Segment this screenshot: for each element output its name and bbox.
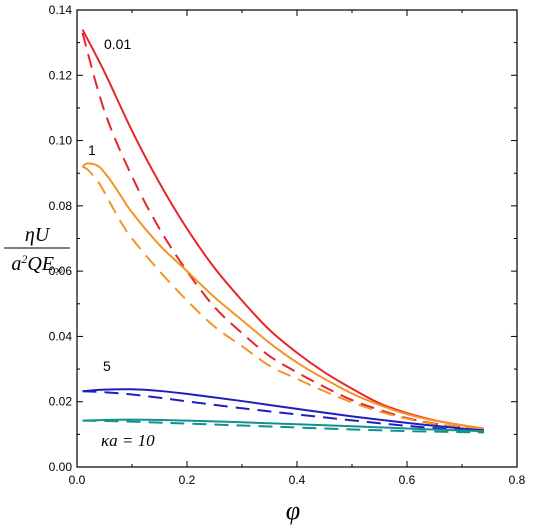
x-tick-label: 0.0 [69,473,86,487]
y-tick-label: 0.06 [49,264,73,278]
y-tick-label: 0.12 [49,68,73,82]
y-tick-label: 0.08 [49,199,73,213]
y-label-numerator: ηU [25,224,51,246]
y-label-denominator: a2QE∞ [11,252,63,277]
x-tick-label: 0.8 [509,473,526,487]
plot-frame [76,9,518,468]
y-tick-label: 0.04 [49,329,73,343]
y-tick-label: 0.14 [49,3,73,17]
series-line-ka-001-solid [81,29,485,430]
series-line-ka-5-dashed [82,390,485,433]
series-line-ka-5-solid [82,388,485,432]
series-line-ka-10-dashed [82,419,485,434]
annotation-ka-1: 1 [88,142,96,158]
series-line-ka-1-solid [81,162,485,430]
x-tick-label: 0.2 [179,473,196,487]
series-line-ka-001-dashed [81,32,485,431]
y-tick-label: 0.02 [49,395,73,409]
axis-ticks: 0.00 0.02 0.04 0.06 0.08 0.10 0.12 0.14 0.0 0.2 0.… [49,3,526,487]
x-axis-label: φ [286,496,300,525]
series-line-ka-10-solid [82,418,485,433]
x-tick-label: 0.6 [399,473,416,487]
series-layer [81,29,485,434]
series-line-ka-1-dashed [81,165,485,431]
y-tick-label: 0.00 [49,460,73,474]
y-tick-label: 0.10 [49,134,73,148]
y-axis-label: ηU a2QE∞ [4,224,70,277]
annotation-ka-10: κa = 10 [101,431,155,450]
annotation-ka-5: 5 [103,358,111,374]
annotation-ka-001: 0.01 [104,36,131,52]
x-tick-label: 0.4 [289,473,306,487]
